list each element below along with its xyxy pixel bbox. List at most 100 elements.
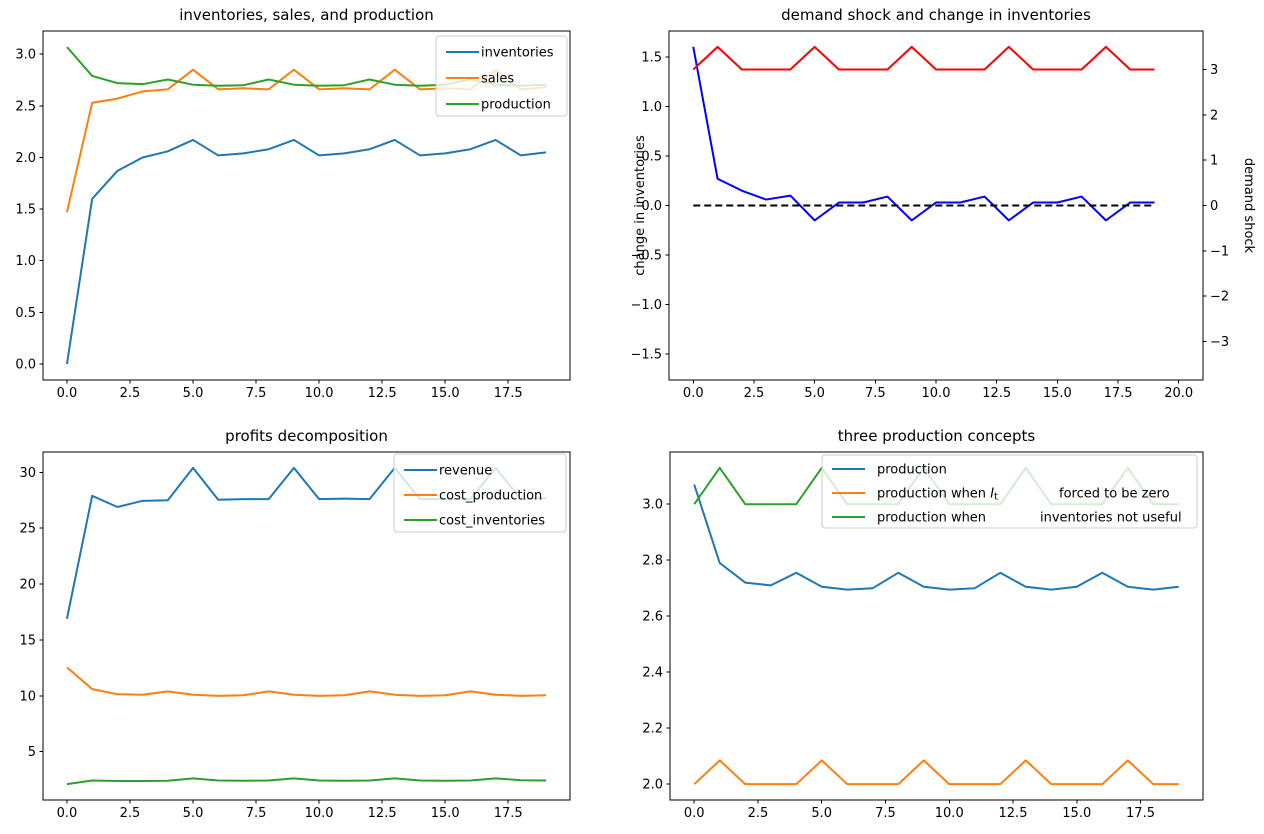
legend-label: inventories not useful: [1040, 511, 1182, 526]
y-tick-right-label: 3: [1210, 63, 1218, 78]
legend-label: production when: [877, 511, 986, 526]
y-tick-label: 0.5: [15, 306, 36, 321]
subplot-profits-decomposition: profits decomposition 0.0 2.5 5.0 7.5 10.0 12.…: [0, 417, 632, 834]
y-tick-right-label: 0: [1210, 199, 1218, 214]
y-tick-right-label: 1: [1210, 154, 1218, 169]
y-tick-label: 1.0: [641, 100, 662, 115]
axes-spines: [668, 30, 1204, 381]
x-tick-label: 7.5: [246, 386, 267, 401]
legend-label: production when It: [877, 487, 998, 503]
y-tick-label: 1.5: [641, 50, 662, 65]
x-tick-label: 12.5: [982, 386, 1011, 401]
y-tick-label: −1.0: [632, 298, 662, 313]
y-axis-label-right: demand shock: [1241, 158, 1256, 254]
y-tick-label: 0.0: [15, 357, 36, 372]
x-tick-label: 10.0: [305, 806, 334, 821]
y-tick-label: 3.0: [642, 498, 663, 513]
y-tick-right-label: 2: [1210, 108, 1218, 123]
x-tick-label: 15.0: [1062, 806, 1091, 821]
x-tick-label: 5.0: [183, 386, 204, 401]
series-line-inventories: [65, 138, 547, 365]
x-tick-label: 17.5: [494, 806, 523, 821]
legend-label: cost_inventories: [439, 514, 545, 529]
y-tick-label: 0.0: [641, 199, 662, 214]
y-tick-label: 15: [19, 633, 36, 648]
x-tick-label: 15.0: [431, 386, 460, 401]
y-tick-label: 3.0: [15, 48, 36, 63]
x-tick-label: 5.0: [183, 806, 204, 821]
y-tick-label: 2.2: [642, 722, 663, 737]
chart-profits-decomposition: profits decomposition 0.0 2.5 5.0 7.5 10.0 12.…: [19, 427, 571, 821]
x-tick-label: 17.5: [1126, 806, 1155, 821]
y-tick-right-label: −3: [1210, 335, 1229, 350]
series-line-cost-inventories: [66, 777, 547, 786]
series-line-production: [693, 484, 1179, 591]
x-tick-label: 12.5: [368, 806, 397, 821]
x-tick-label: 10.0: [922, 386, 951, 401]
x-tick-label: 2.5: [744, 386, 765, 401]
x-tick-label: 10.0: [305, 386, 334, 401]
x-tick-label: 15.0: [1043, 386, 1072, 401]
x-tick-label: 7.5: [875, 806, 896, 821]
y-tick-label: 2.4: [642, 666, 663, 681]
y-tick-label: 2.5: [15, 99, 36, 114]
y-tick-right-label: −1: [1210, 244, 1229, 259]
chart-title: inventories, sales, and production: [179, 6, 434, 24]
y-tick-label: −1.5: [632, 348, 662, 363]
x-tick-label: 0.0: [57, 806, 78, 821]
y-tick-label: 0.5: [641, 149, 662, 164]
subplot-demand-shock-change-inventories: demand shock and change in inventories 0.…: [632, 0, 1264, 417]
legend-label: sales: [481, 72, 514, 87]
legend-label: inventories: [481, 46, 554, 61]
x-tick-label: 0.0: [684, 806, 705, 821]
legend-box: [393, 453, 567, 533]
y-tick-label: 2.8: [642, 554, 663, 569]
x-tick-label: 5.0: [811, 806, 832, 821]
x-tick-label: 5.0: [804, 386, 825, 401]
chart-demand-shock-change-inventories: demand shock and change in inventories 0.…: [632, 6, 1256, 401]
y-tick-right-label: −2: [1210, 290, 1229, 305]
y-tick-label: 5: [28, 745, 36, 760]
chart-title: demand shock and change in inventories: [781, 6, 1091, 24]
y-tick-label: 1.0: [15, 254, 36, 269]
series-line-change-in-inventories: [692, 46, 1155, 222]
legend-box: [821, 454, 1198, 529]
x-tick-label: 7.5: [865, 386, 886, 401]
y-tick-label: 10: [19, 689, 36, 704]
chart-title: three production concepts: [838, 427, 1036, 445]
x-tick-label: 2.5: [120, 806, 141, 821]
axes-spines: [42, 30, 571, 381]
axes-spines: [669, 451, 1204, 801]
y-tick-label: 2.0: [642, 778, 663, 793]
y-tick-label: 2.6: [642, 610, 663, 625]
x-tick-label: 0.0: [57, 386, 78, 401]
axes-spines: [42, 451, 571, 801]
x-tick-label: 12.5: [999, 806, 1028, 821]
chart-three-production-concepts: three production concepts 0.0 2.5 5.0 7.5 10.…: [642, 427, 1204, 821]
x-tick-label: 17.5: [494, 386, 523, 401]
y-tick-label: 30: [19, 466, 36, 481]
x-tick-label: 10.0: [935, 806, 964, 821]
x-tick-label: 0.0: [683, 386, 704, 401]
chart-inventories-sales-production: inventories, sales, and production 0.0 2.5…: [15, 6, 571, 401]
x-tick-label: 20.0: [1164, 386, 1193, 401]
y-tick-label: −0.5: [632, 249, 662, 264]
x-tick-label: 2.5: [748, 806, 769, 821]
legend-label: revenue: [439, 464, 492, 479]
x-tick-label: 2.5: [120, 386, 141, 401]
chart-title: profits decomposition: [225, 427, 388, 445]
series-line-production-when-i-t-forced-to-be-zero: [693, 759, 1179, 786]
y-tick-label: 20: [19, 578, 36, 593]
x-tick-label: 17.5: [1104, 386, 1133, 401]
series-line-demand-shock: [692, 45, 1155, 71]
series-line-cost-production: [66, 666, 547, 697]
y-tick-label: 1.5: [15, 203, 36, 218]
subplot-three-production-concepts: three production concepts 0.0 2.5 5.0 7.5 10.…: [632, 417, 1264, 834]
subplot-inventories-sales-production: inventories, sales, and production 0.0 2.5…: [0, 0, 632, 417]
x-tick-label: 7.5: [246, 806, 267, 821]
x-tick-label: 12.5: [368, 386, 397, 401]
y-axis-label-left: change in inventories: [633, 135, 648, 276]
legend-label: forced to be zero: [1059, 487, 1170, 502]
legend-label: cost_production: [439, 489, 542, 504]
